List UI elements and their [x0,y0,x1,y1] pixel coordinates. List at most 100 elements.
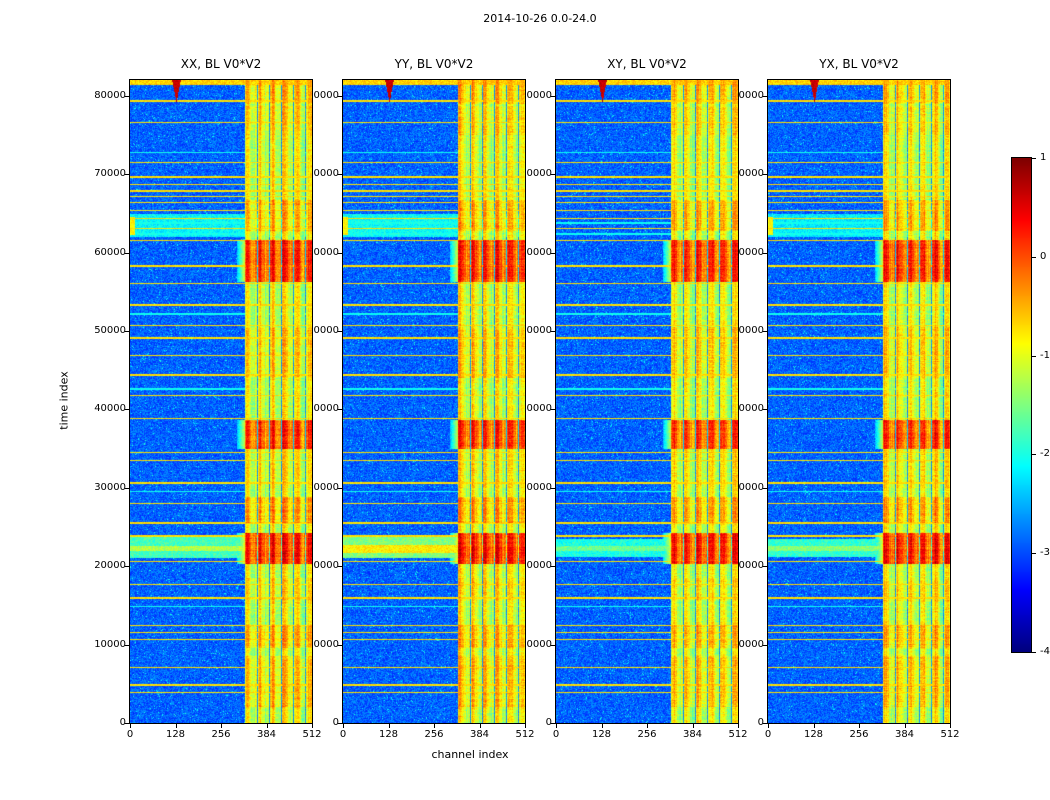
x-tick-label: 384 [682,729,703,740]
y-tick-mark [125,723,129,724]
x-axis-label: channel index [431,748,509,761]
x-tick-mark [343,724,344,728]
heatmap-panel-1 [343,80,525,723]
x-tick-label: 384 [256,729,277,740]
x-tick-label: 128 [165,729,186,740]
y-tick-label: 40000 [520,403,552,415]
y-tick-mark [125,252,129,254]
colorbar-tick-mark [1032,355,1036,357]
heatmap-panel-3 [768,80,950,723]
y-tick-mark [763,487,767,489]
y-tick-label: 10000 [732,638,764,650]
colorbar-tick-label: 0 [1040,250,1047,262]
y-tick-label: 80000 [520,89,552,101]
y-tick-label: 30000 [94,481,126,493]
y-tick-mark [763,95,767,97]
y-tick-label: 60000 [307,246,339,258]
y-tick-mark [125,174,129,176]
x-tick-mark [221,724,222,728]
y-tick-mark [551,487,555,489]
colorbar-tick-label: -3 [1040,547,1050,559]
figure-title: 2014-10-26 0.0-24.0 [483,12,597,25]
y-tick-mark [551,644,555,646]
y-tick-mark [338,566,342,568]
y-tick-label: 70000 [732,168,764,180]
y-tick-label: 40000 [307,403,339,415]
y-tick-label: 20000 [520,560,552,572]
x-tick-mark [950,724,951,728]
panel-title: XX, BL V0*V2 [180,57,262,71]
y-tick-mark [551,252,555,254]
x-tick-mark [388,724,390,728]
x-tick-mark [813,724,815,728]
x-tick-mark [525,724,526,728]
y-tick-label: 80000 [732,89,764,101]
y-tick-label: 0 [119,717,126,728]
y-tick-label: 70000 [307,168,339,180]
x-tick-label: 0 [552,729,560,740]
x-tick-label: 256 [211,729,231,740]
y-tick-mark [338,174,342,176]
colorbar-tick-mark [1032,553,1036,555]
y-tick-label: 0 [757,717,764,728]
y-tick-mark [125,330,129,332]
x-tick-mark [904,724,906,728]
colorbar-tick-label: 1 [1040,152,1047,163]
colorbar-tick-label: -4 [1040,646,1050,657]
y-tick-label: 20000 [732,560,764,572]
y-tick-label: 10000 [307,638,339,650]
y-tick-mark [763,566,767,568]
y-tick-mark [763,644,767,646]
y-tick-label: 40000 [732,403,764,415]
x-tick-label: 256 [424,729,444,740]
y-tick-mark [551,566,555,568]
y-tick-label: 40000 [94,403,126,415]
x-tick-label: 256 [849,729,869,740]
y-tick-label: 30000 [520,481,552,493]
x-tick-label: 0 [764,729,772,740]
y-tick-mark [551,95,555,97]
y-tick-mark [763,409,767,411]
y-tick-label: 30000 [307,481,339,493]
colorbar-tick-mark [1032,158,1036,159]
colorbar-tick-label: -1 [1040,349,1050,361]
y-tick-mark [125,409,129,411]
y-tick-mark [125,566,129,568]
y-tick-label: 80000 [94,89,126,101]
x-tick-mark [479,724,481,728]
colorbar-tick-mark [1032,652,1036,653]
y-tick-mark [551,409,555,411]
x-tick-mark [130,724,131,728]
y-tick-label: 50000 [94,324,126,336]
y-tick-mark [338,330,342,332]
x-tick-mark [647,724,648,728]
y-tick-mark [338,487,342,489]
y-tick-mark [125,95,129,97]
x-tick-mark [859,724,860,728]
colorbar-tick-mark [1032,454,1036,456]
x-tick-mark [312,724,313,728]
x-tick-mark [556,724,557,728]
y-tick-label: 20000 [94,560,126,572]
y-tick-label: 50000 [520,324,552,336]
x-tick-mark [692,724,694,728]
y-tick-label: 60000 [732,246,764,258]
y-tick-label: 0 [545,717,552,728]
heatmap-panel-2 [556,80,738,723]
heatmap-panel-0 [130,80,312,723]
panel-title: YX, BL V0*V2 [819,57,899,71]
y-tick-label: 70000 [520,168,552,180]
x-tick-mark [768,724,769,728]
y-tick-mark [551,174,555,176]
y-tick-mark [338,95,342,97]
x-tick-label: 512 [302,729,322,740]
x-tick-label: 512 [940,729,960,740]
y-tick-label: 10000 [94,638,126,650]
x-tick-label: 512 [728,729,748,740]
y-tick-label: 20000 [307,560,339,572]
x-tick-mark [601,724,603,728]
y-tick-label: 80000 [307,89,339,101]
y-tick-mark [338,252,342,254]
y-tick-mark [338,644,342,646]
